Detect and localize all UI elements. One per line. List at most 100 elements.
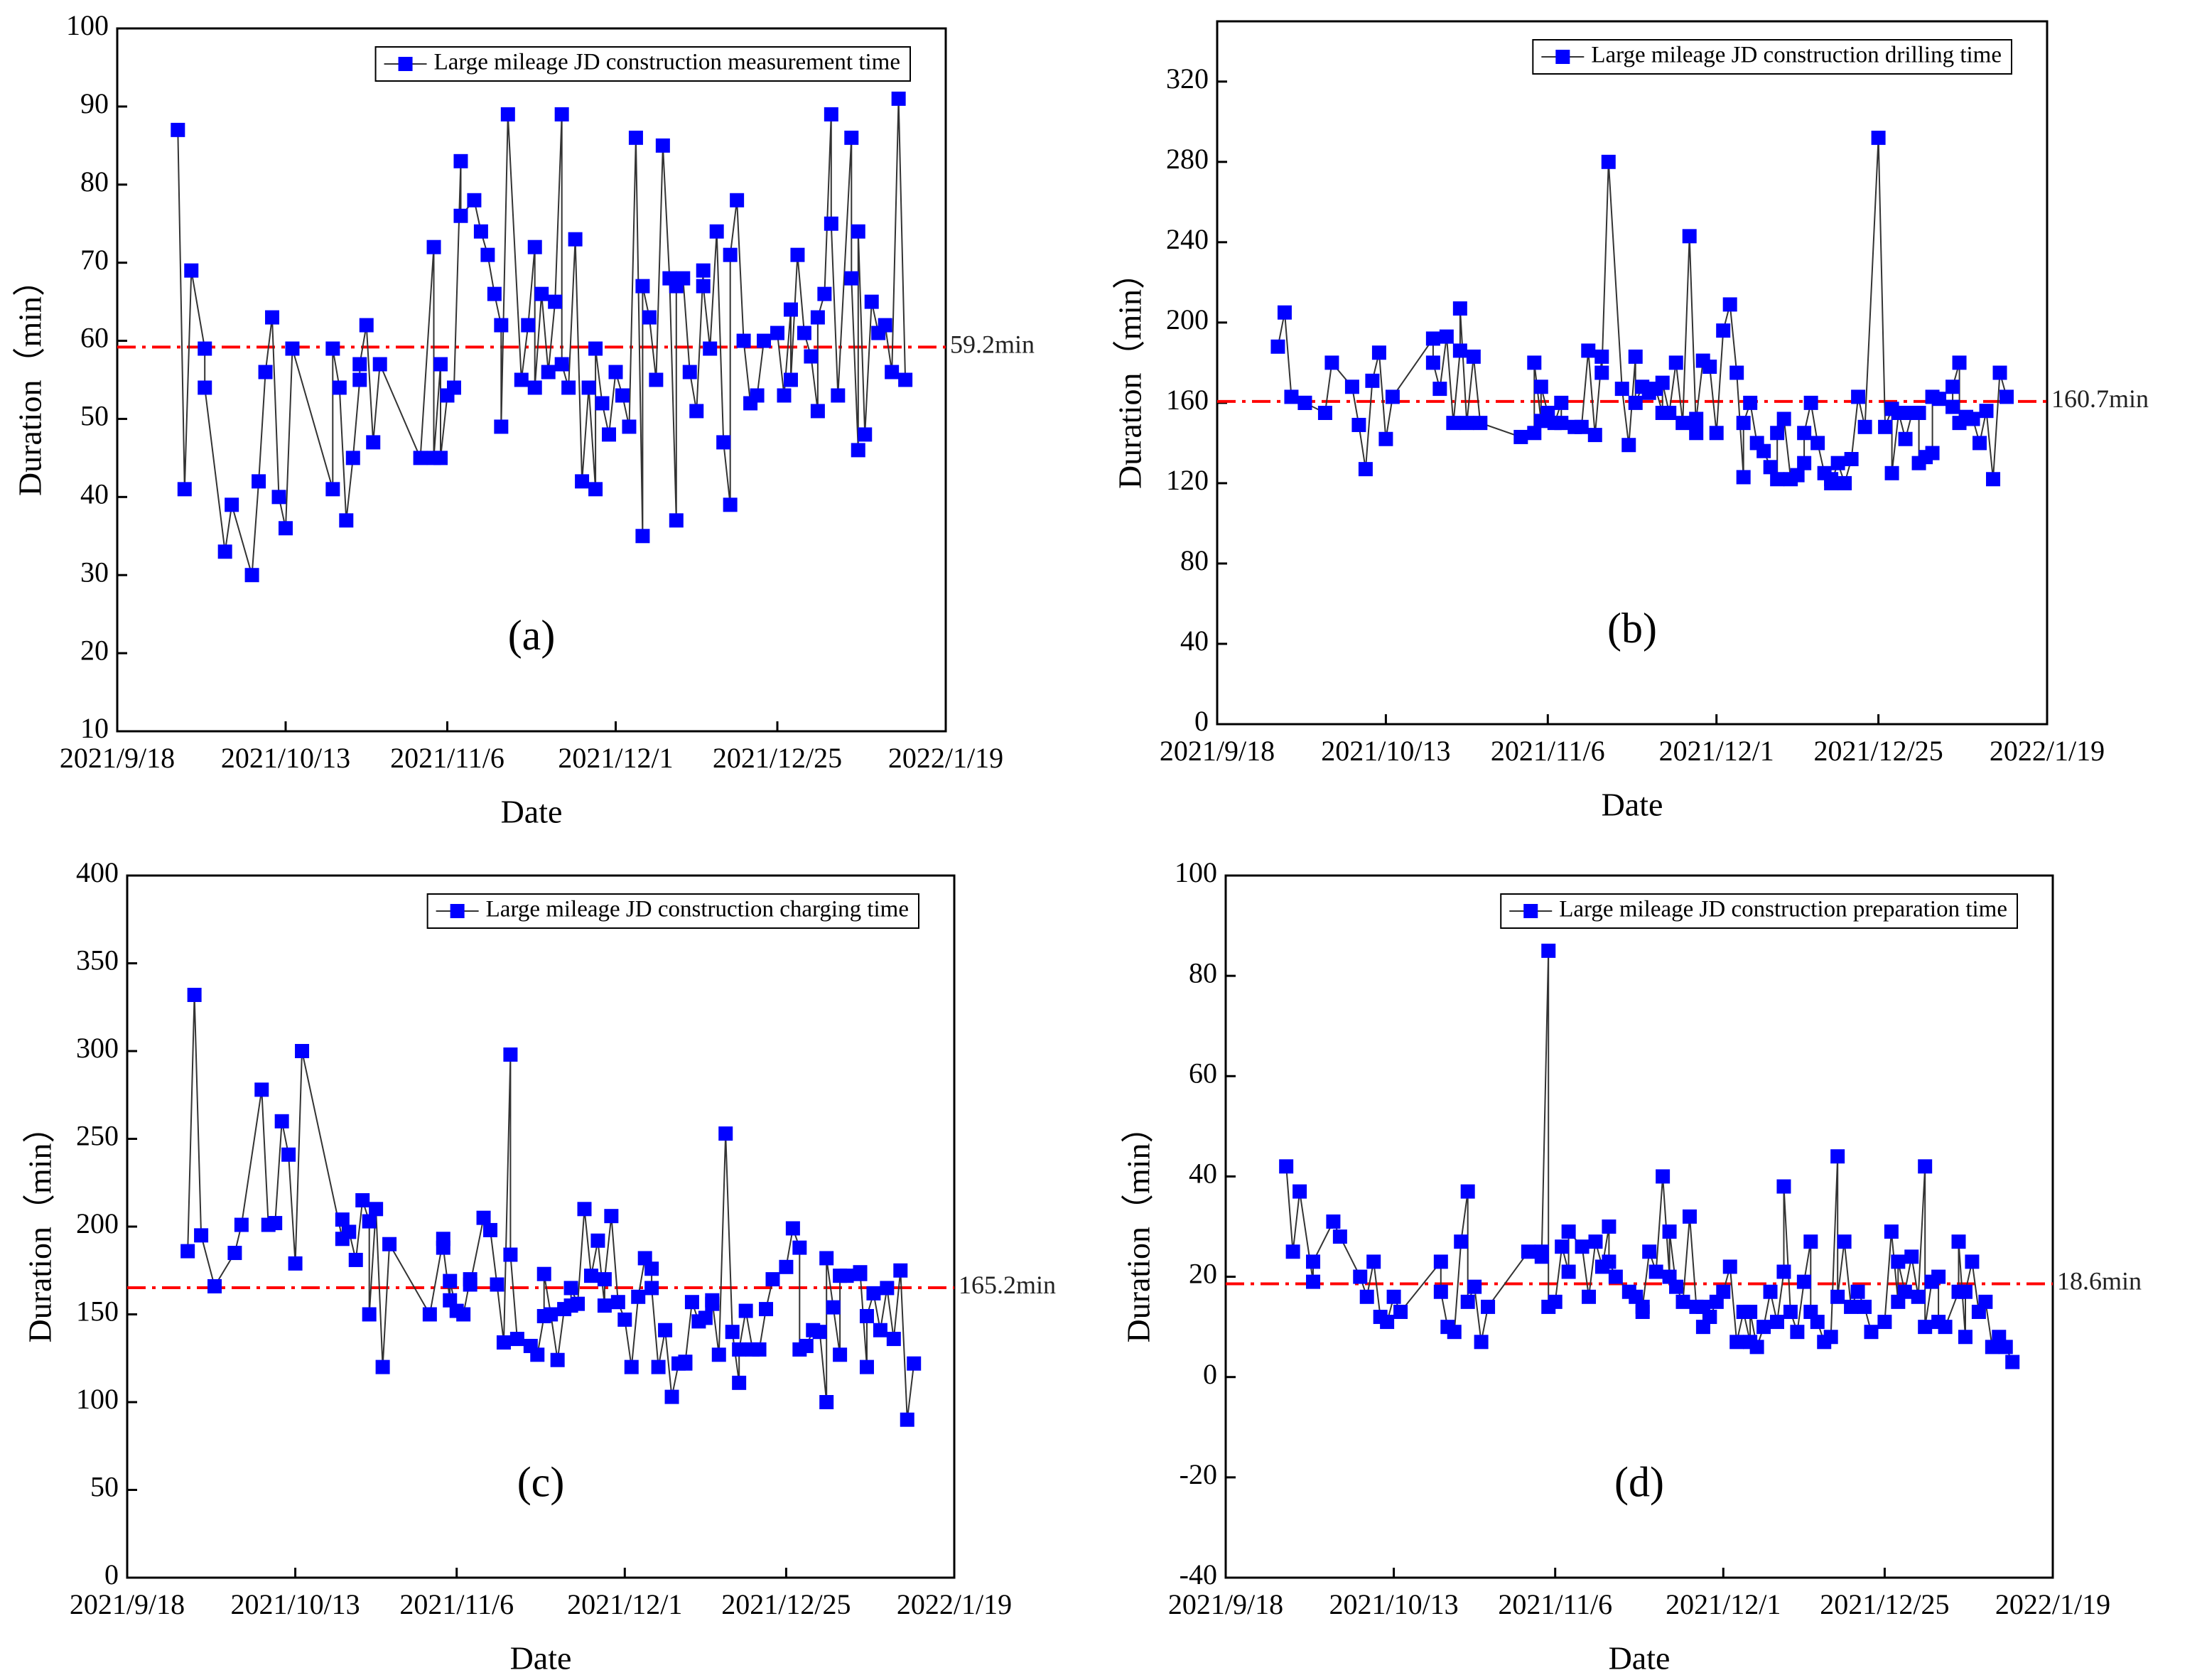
marker	[859, 1308, 874, 1323]
y-tick-label: 40	[1189, 1158, 1217, 1190]
x-tick-label: 2021/12/25	[1820, 1588, 1949, 1620]
marker	[1425, 355, 1440, 370]
marker	[198, 341, 212, 356]
y-tick-label: 60	[80, 322, 109, 354]
marker	[1756, 1320, 1771, 1335]
marker	[1972, 436, 1987, 451]
marker	[265, 310, 280, 325]
marker	[732, 1342, 747, 1357]
marker	[234, 1217, 249, 1232]
legend: Large mileage JD construction charging t…	[426, 893, 919, 929]
marker	[615, 388, 630, 403]
marker	[375, 1359, 390, 1374]
marker	[664, 1389, 679, 1404]
x-tick-label: 2021/12/1	[1666, 1588, 1781, 1620]
marker	[1897, 1284, 1912, 1299]
marker	[227, 1246, 242, 1261]
y-tick-label: 0	[1203, 1358, 1217, 1390]
marker	[467, 193, 482, 208]
marker	[1533, 379, 1548, 394]
x-tick-label: 2021/11/6	[390, 742, 504, 774]
marker	[1837, 1234, 1852, 1249]
x-tick-label: 2021/9/18	[1168, 1588, 1283, 1620]
marker	[1432, 382, 1447, 397]
y-tick-label: 0	[104, 1558, 119, 1590]
marker	[1393, 1304, 1408, 1319]
marker	[571, 1296, 585, 1311]
marker	[622, 419, 637, 434]
marker	[1702, 1310, 1717, 1325]
marker	[785, 1221, 800, 1236]
marker	[285, 341, 300, 356]
marker	[1279, 1159, 1294, 1174]
marker	[588, 341, 603, 356]
marker	[1682, 1209, 1697, 1224]
marker	[676, 271, 691, 286]
marker	[1601, 154, 1616, 169]
marker	[730, 193, 745, 208]
mean-label: 59.2min	[950, 330, 1035, 359]
marker	[198, 380, 212, 395]
marker	[851, 224, 865, 239]
marker	[1810, 1315, 1825, 1330]
marker	[352, 357, 367, 372]
x-tick-label: 2021/9/18	[70, 1588, 185, 1620]
marker	[1830, 1149, 1845, 1164]
marker	[1521, 1244, 1536, 1259]
marker	[1332, 1229, 1347, 1244]
marker	[635, 279, 650, 294]
panel-label: (d)	[1614, 1458, 1664, 1505]
marker	[500, 107, 515, 122]
marker	[1669, 1279, 1684, 1294]
marker	[568, 232, 583, 247]
y-tick-label: 400	[76, 856, 119, 888]
marker	[1351, 417, 1366, 432]
marker	[561, 380, 576, 395]
y-tick-label: -40	[1180, 1558, 1217, 1590]
marker	[1689, 426, 1704, 441]
marker	[819, 1395, 834, 1409]
marker	[736, 333, 751, 348]
marker	[362, 1214, 377, 1229]
marker	[1439, 329, 1454, 344]
y-tick-label: 100	[76, 1383, 119, 1415]
marker	[604, 1209, 619, 1224]
y-tick-label: 150	[76, 1296, 119, 1328]
mean-label: 160.7min	[2051, 384, 2149, 413]
marker	[1891, 1254, 1906, 1269]
marker	[1932, 392, 1947, 406]
marker	[831, 388, 846, 403]
legend-marker	[450, 904, 465, 918]
marker	[891, 91, 906, 106]
marker	[859, 1359, 874, 1374]
marker	[833, 1347, 848, 1362]
marker	[1918, 1320, 1933, 1335]
marker	[1344, 379, 1359, 394]
marker	[473, 224, 488, 239]
marker	[1958, 1284, 1972, 1299]
marker	[718, 1126, 733, 1141]
marker	[2005, 1355, 2020, 1369]
marker	[456, 1307, 471, 1322]
x-tick-label: 2021/11/6	[399, 1588, 514, 1620]
marker	[669, 513, 684, 528]
marker	[608, 365, 623, 379]
marker	[617, 1312, 632, 1327]
marker	[1743, 395, 1758, 410]
marker	[1857, 419, 1872, 434]
marker	[1555, 1239, 1570, 1254]
y-tick-label: 50	[90, 1471, 119, 1503]
marker	[496, 1335, 511, 1350]
marker	[1770, 472, 1785, 487]
y-tick-label: 0	[1194, 705, 1209, 737]
marker	[1433, 1284, 1448, 1299]
marker	[1675, 416, 1690, 431]
marker	[217, 544, 232, 559]
plot-frame	[1224, 874, 2054, 1579]
marker	[541, 365, 556, 379]
marker	[655, 138, 670, 153]
marker	[1386, 1289, 1401, 1304]
marker	[359, 318, 374, 333]
marker	[810, 404, 825, 419]
marker	[824, 216, 838, 231]
